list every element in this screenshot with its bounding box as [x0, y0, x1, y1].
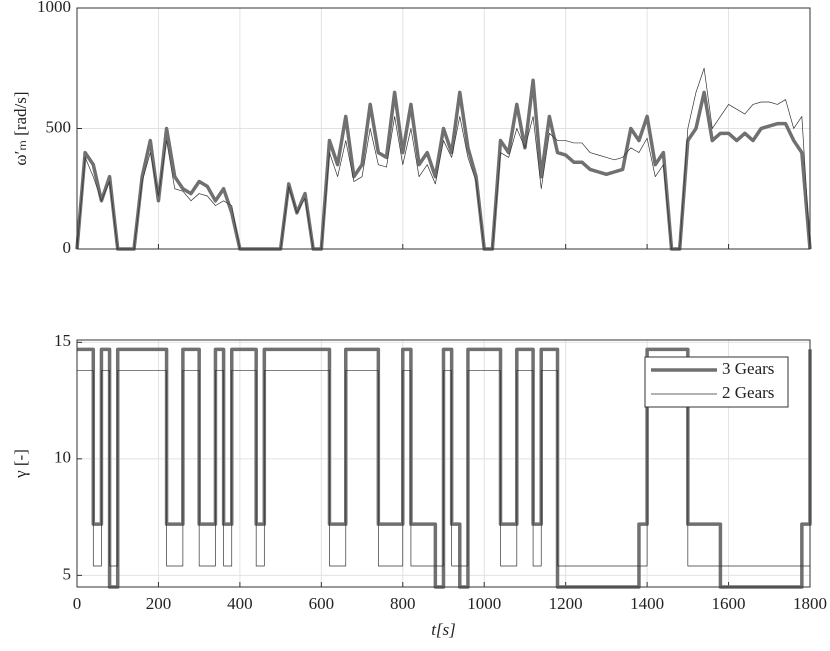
x-tick-label: 0 — [73, 594, 82, 613]
x-tick-label: 1200 — [549, 594, 583, 613]
y-axis-label: ω′ₘ [rad/s] — [11, 91, 30, 165]
y-tick-label: 10 — [54, 448, 71, 467]
legend-label: 2 Gears — [722, 383, 774, 402]
legend-box — [644, 356, 789, 408]
y-tick-label: 500 — [46, 117, 72, 136]
y-tick-label: 5 — [63, 564, 72, 583]
x-tick-label: 600 — [309, 594, 335, 613]
x-tick-label: 1000 — [467, 594, 501, 613]
x-tick-label: 1600 — [712, 594, 746, 613]
y-tick-label: 0 — [63, 238, 72, 257]
axes-box — [76, 7, 811, 250]
y-tick-label: 15 — [54, 331, 71, 350]
y-tick-label: 1000 — [37, 0, 71, 16]
data-line — [77, 347, 812, 589]
y-axis-label: γ [-] — [11, 449, 30, 479]
x-tick-label: 800 — [390, 594, 416, 613]
legend-label: 3 Gears — [722, 359, 774, 378]
x-axis-label: t[s] — [431, 620, 456, 639]
x-tick-label: 400 — [227, 594, 253, 613]
x-tick-label: 200 — [146, 594, 172, 613]
x-tick-label: 1800 — [793, 594, 827, 613]
data-line — [75, 78, 812, 251]
x-tick-label: 1400 — [630, 594, 664, 613]
axes-box — [76, 339, 811, 588]
data-line — [76, 67, 811, 250]
